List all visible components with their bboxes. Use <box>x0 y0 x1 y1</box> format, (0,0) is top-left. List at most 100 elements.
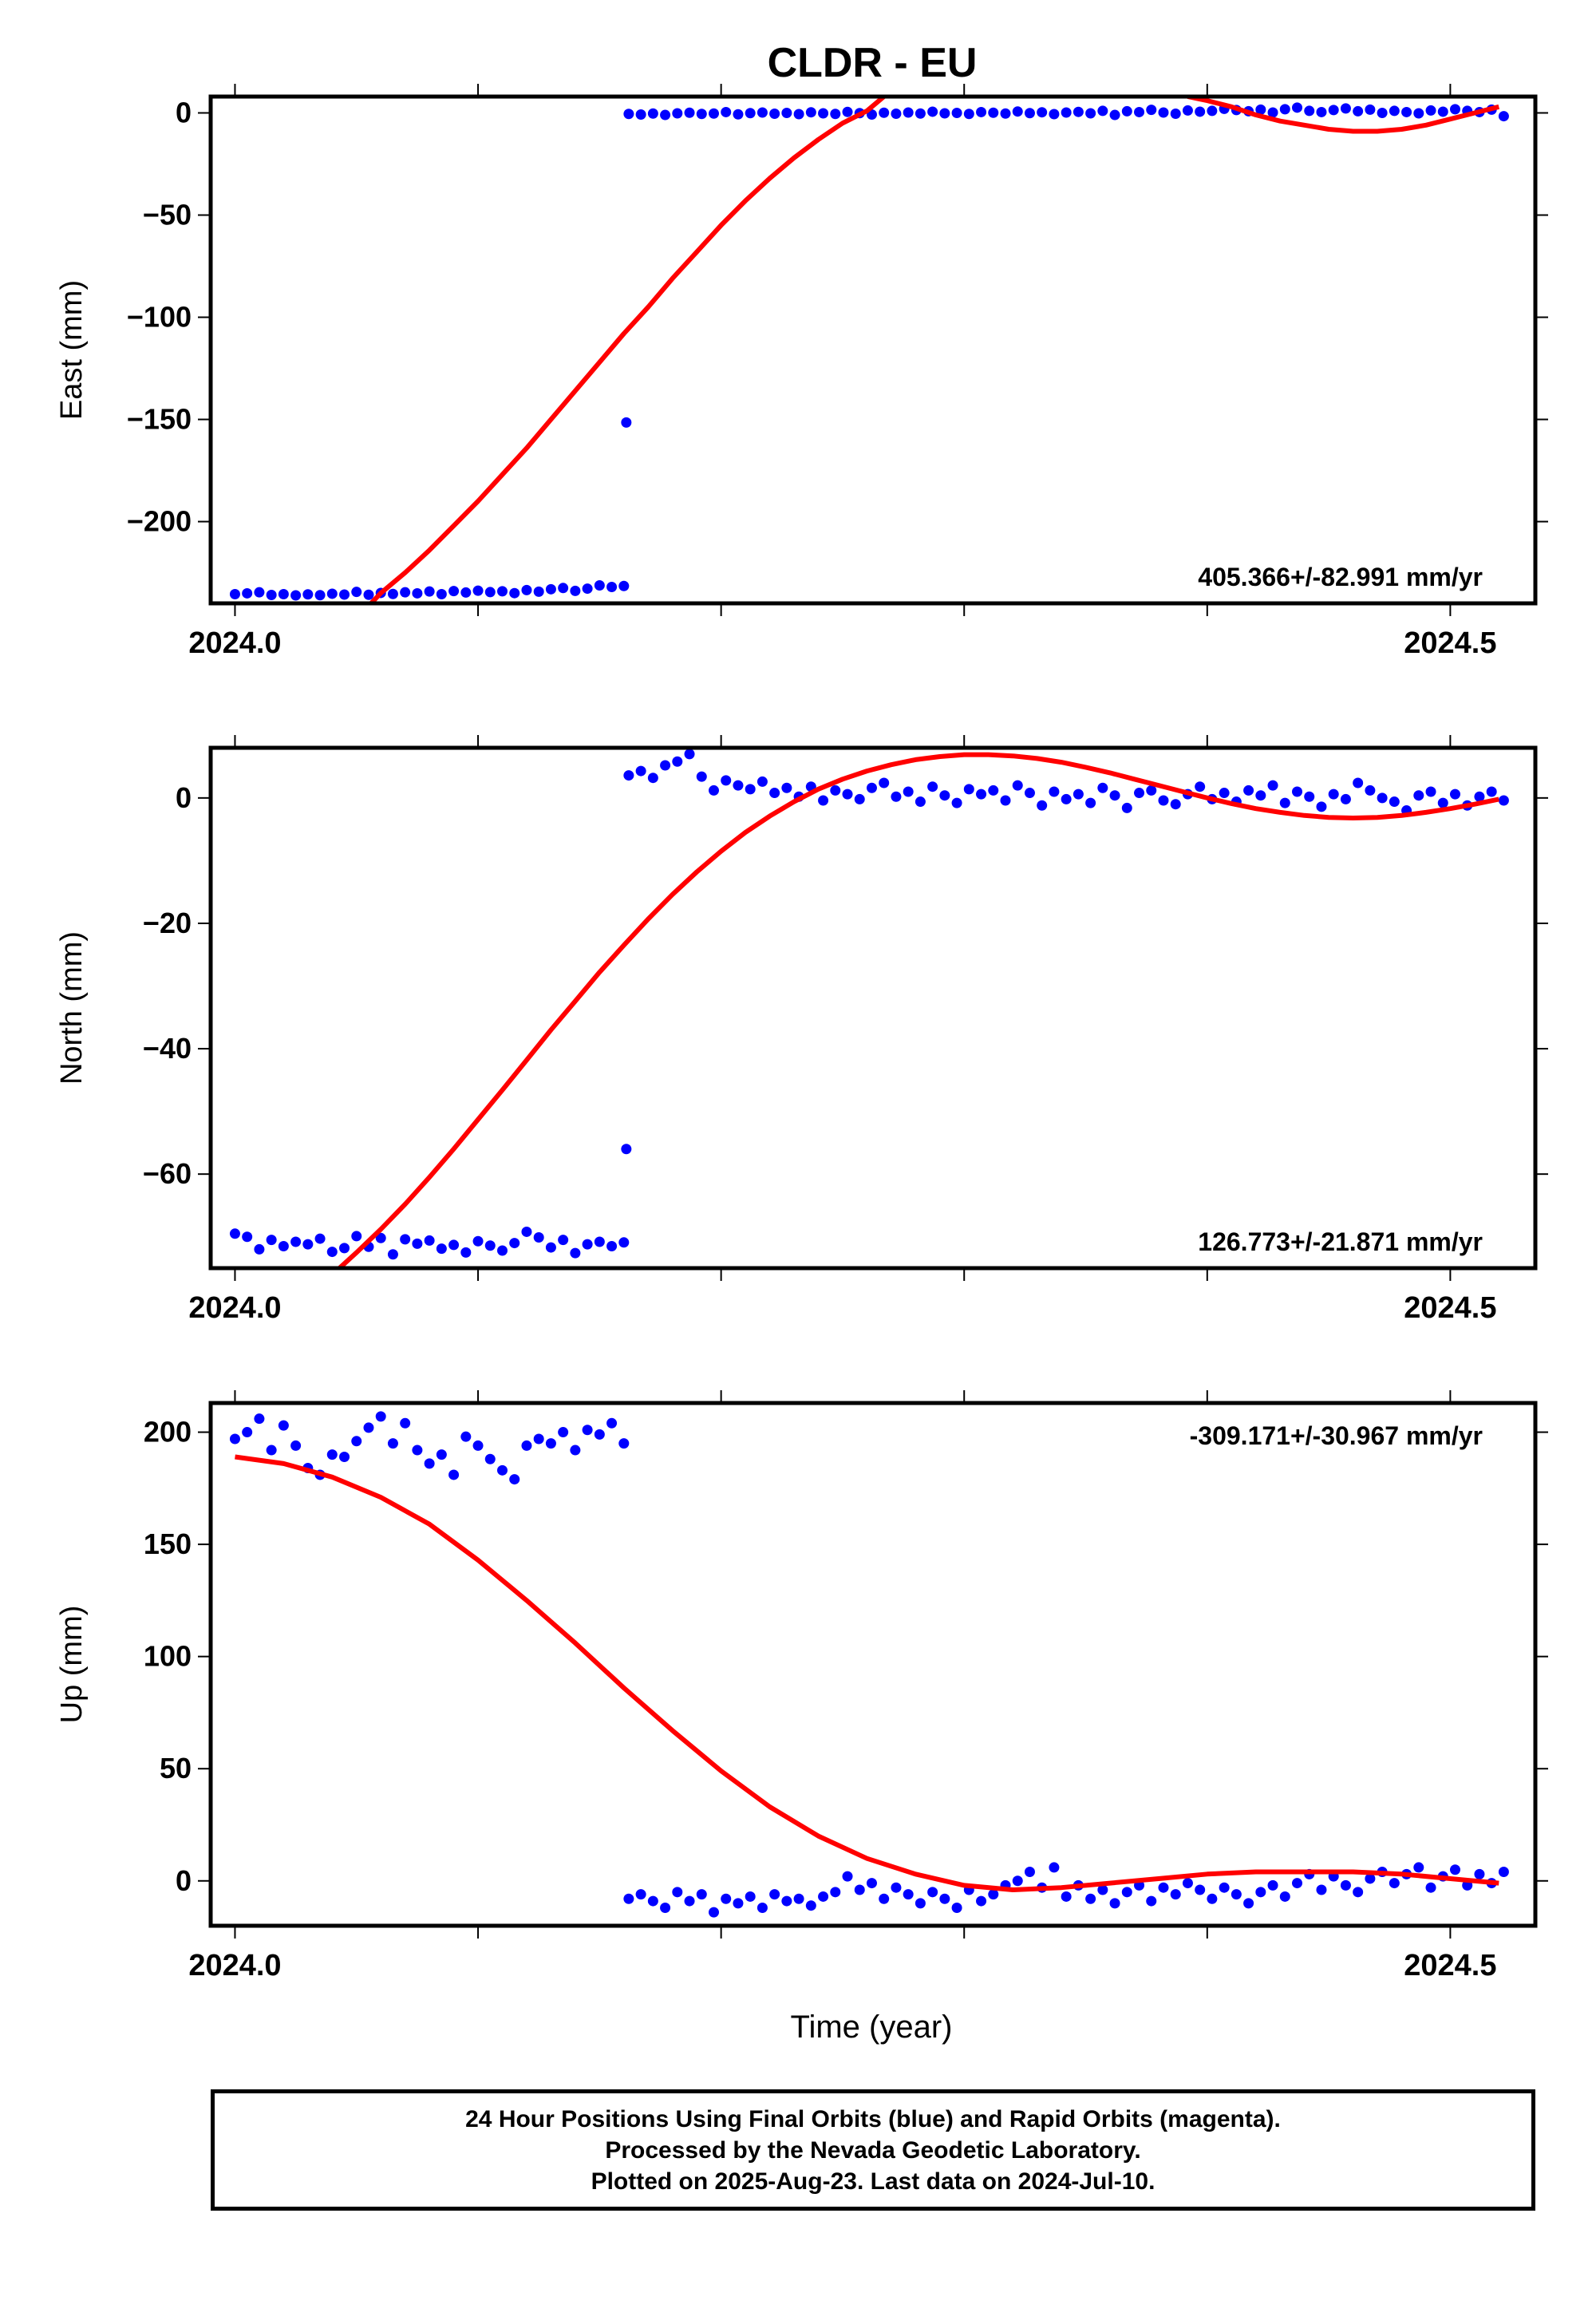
up-data-point <box>903 1889 914 1900</box>
east-ytick-label: 0 <box>176 96 192 128</box>
up-data-point <box>793 1893 804 1904</box>
north-data-point <box>1170 799 1181 810</box>
east-data-point <box>891 109 902 120</box>
footer-line-1: 24 Hour Positions Using Final Orbits (bl… <box>465 2105 1281 2132</box>
north-data-point <box>1037 800 1048 811</box>
up-data-point <box>558 1427 569 1438</box>
north-data-point <box>1304 791 1315 802</box>
east-data-point <box>1425 105 1436 116</box>
north-panel: 0 −20 −40 −60 2024.0 2024.5 North (mm) 126.773+… <box>55 735 1548 1325</box>
up-data-point <box>460 1431 472 1442</box>
up-data-point <box>594 1429 605 1440</box>
east-fit-curve <box>369 97 886 603</box>
east-data-point <box>558 583 569 594</box>
north-data-point <box>266 1235 277 1246</box>
east-data-point <box>1182 105 1193 116</box>
up-data-point <box>1279 1891 1290 1902</box>
north-data-point <box>1243 785 1254 796</box>
up-data-point <box>1109 1898 1120 1909</box>
up-fit-curve <box>235 1454 1499 1892</box>
north-data-point <box>460 1247 472 1258</box>
up-data-point <box>939 1893 950 1904</box>
north-data-point <box>229 1228 240 1239</box>
up-data-point <box>684 1895 695 1907</box>
east-data-point <box>326 588 338 599</box>
east-data-point <box>757 107 768 118</box>
east-data-point <box>1000 108 1011 119</box>
north-data-point <box>1097 782 1108 793</box>
east-data-point <box>229 588 240 599</box>
east-data-point <box>570 585 581 596</box>
east-data-point <box>830 109 841 120</box>
up-data-point <box>976 1895 987 1907</box>
east-data-point <box>436 588 447 599</box>
east-data-point <box>1498 111 1509 122</box>
up-data-point <box>988 1889 999 1900</box>
east-data-point <box>1049 109 1060 120</box>
up-data-point <box>1158 1882 1169 1893</box>
up-data-point <box>363 1422 374 1433</box>
north-data-point <box>1134 788 1145 799</box>
up-data-point <box>757 1903 768 1914</box>
north-xtick-label: 2024.5 <box>1404 1291 1496 1325</box>
up-data-point <box>1170 1889 1181 1900</box>
up-data-point <box>497 1464 508 1476</box>
north-data-point <box>1316 801 1327 812</box>
north-data-point <box>903 786 914 797</box>
up-data-point <box>1413 1862 1424 1873</box>
north-data-point <box>672 756 683 767</box>
east-data-point <box>781 107 792 118</box>
east-data-point <box>484 587 496 598</box>
up-data-point <box>1207 1893 1218 1904</box>
north-data-point <box>1498 795 1509 806</box>
east-data-point <box>509 587 520 599</box>
up-data-point <box>745 1891 756 1902</box>
east-data-point <box>805 107 816 118</box>
east-data-point <box>1012 106 1023 117</box>
up-ytick-label: 100 <box>144 1640 192 1673</box>
up-data-point <box>1121 1887 1132 1898</box>
north-data-point <box>1425 786 1436 797</box>
east-data-point <box>721 106 732 117</box>
east-data-point <box>915 108 926 119</box>
east-data-point <box>1413 108 1424 119</box>
up-data-point <box>1085 1893 1096 1904</box>
north-data-point <box>1049 786 1060 797</box>
north-data-point <box>242 1231 253 1243</box>
north-data-point <box>400 1234 411 1245</box>
east-xtick-label: 2024.0 <box>188 626 281 660</box>
north-data-point <box>436 1243 447 1255</box>
up-data-point <box>1146 1895 1157 1907</box>
up-data-point <box>375 1411 386 1422</box>
east-data-point <box>242 587 253 599</box>
up-data-point <box>1498 1867 1509 1878</box>
east-ylabel: East (mm) <box>55 280 89 420</box>
up-data-point <box>623 1893 634 1904</box>
up-data-point <box>1231 1889 1242 1900</box>
north-data-point <box>472 1235 484 1247</box>
north-data-point <box>1073 788 1084 800</box>
north-data-point <box>558 1235 569 1246</box>
north-data-point <box>854 793 865 804</box>
up-data-point <box>635 1889 646 1900</box>
up-data-point <box>387 1438 398 1449</box>
east-data-point <box>339 589 350 600</box>
north-data-point <box>684 749 695 760</box>
east-data-point <box>963 109 974 120</box>
north-rate-annotation: 126.773+/-21.871 mm/yr <box>1198 1227 1483 1256</box>
north-data-point <box>976 788 987 800</box>
north-ytick-label: −60 <box>143 1157 192 1190</box>
east-ytick-label: −150 <box>127 403 192 436</box>
up-data-point <box>672 1887 683 1898</box>
north-data-point <box>1061 793 1072 804</box>
north-data-point <box>1146 785 1157 796</box>
north-data-point <box>1085 797 1096 808</box>
north-data-point <box>533 1232 544 1243</box>
up-rate-annotation: -309.171+/-30.967 mm/yr <box>1190 1421 1483 1450</box>
east-data-point <box>988 107 999 118</box>
up-data-point <box>1012 1875 1023 1887</box>
east-data-point <box>1449 104 1460 115</box>
north-data-point <box>509 1238 520 1249</box>
north-data-point <box>254 1243 265 1255</box>
